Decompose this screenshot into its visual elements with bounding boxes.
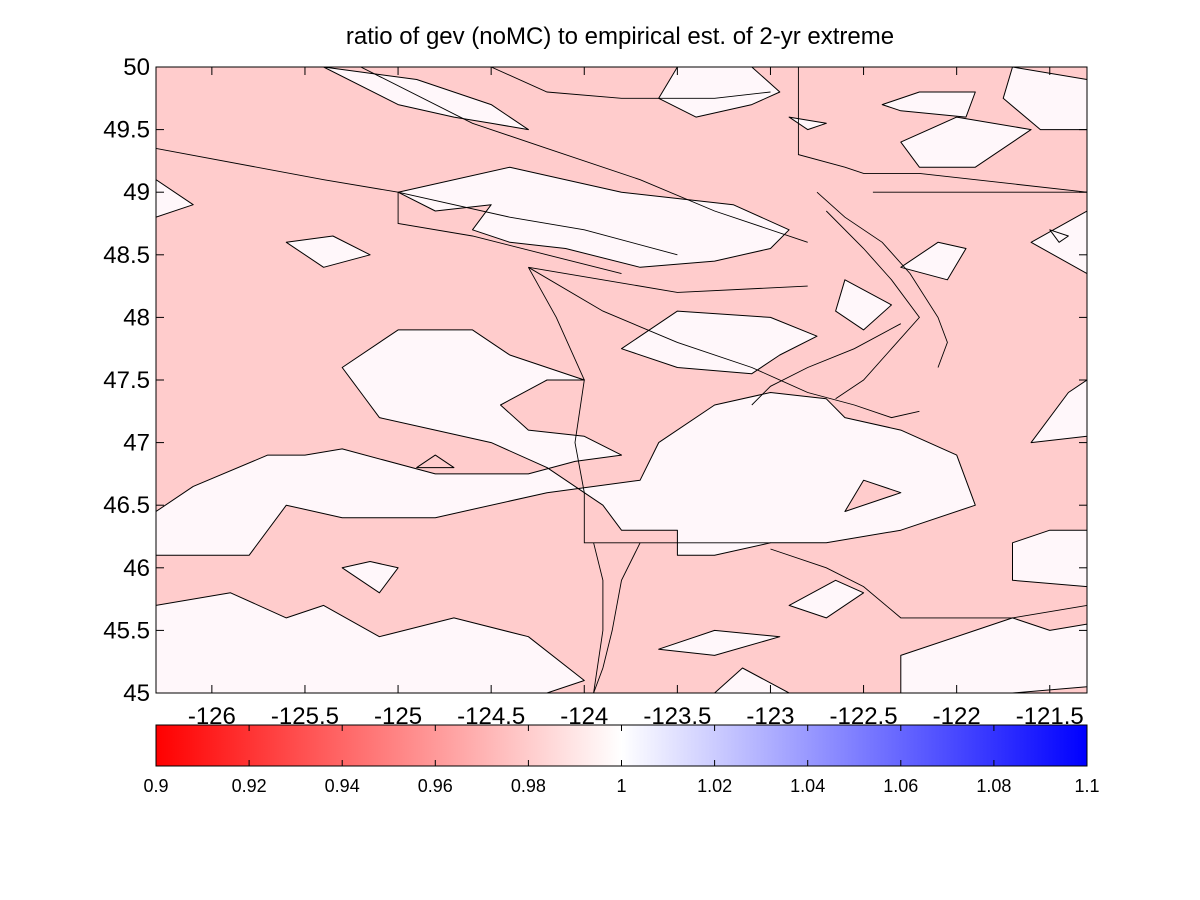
contour-region <box>416 454 455 469</box>
plot-background <box>156 67 1087 693</box>
contour-region <box>844 479 902 512</box>
boundary-line <box>156 147 678 256</box>
contour-region <box>1030 379 1087 444</box>
contour-region <box>1049 229 1069 243</box>
contour-regions <box>156 67 1087 693</box>
y-tick-label: 48.5 <box>103 242 150 269</box>
contour-region <box>397 166 790 268</box>
contour-region <box>323 67 529 131</box>
colorbar-tick-label: 0.98 <box>511 776 546 796</box>
boundary-line <box>770 548 1087 619</box>
y-axis: 45 45.5 46 46.5 47 47.5 48 48.5 49 49.5 50 <box>103 54 1087 707</box>
y-tick-label: 49.5 <box>103 117 150 144</box>
contour-region <box>788 579 865 619</box>
contour-region <box>156 592 585 693</box>
colorbar-tick-label: 0.94 <box>325 776 360 796</box>
boundary-line <box>825 210 920 400</box>
contour-region <box>835 279 892 331</box>
contour-region <box>900 617 1087 693</box>
boundary-line <box>816 191 948 368</box>
colorbar-tick-label: 1.02 <box>697 776 732 796</box>
contour-region <box>156 329 976 556</box>
colorbar-tick-label: 1.04 <box>790 776 825 796</box>
coastline-boundaries <box>156 67 1087 693</box>
contour-region <box>156 179 194 218</box>
colorbar-tick-label: 1.08 <box>976 776 1011 796</box>
boundary-line <box>593 542 604 693</box>
y-tick-label: 50 <box>123 54 150 81</box>
contour-region <box>1012 529 1087 588</box>
contour-region <box>900 116 1032 168</box>
boundary-line <box>593 542 641 693</box>
contour-region <box>881 91 976 118</box>
contour-region <box>341 561 399 594</box>
colorbar-tick-label: 1.06 <box>883 776 918 796</box>
boundary-line <box>751 323 902 406</box>
boundary-line <box>528 266 920 419</box>
y-tick-label: 45.5 <box>103 617 150 644</box>
boundary-line <box>797 67 1087 193</box>
contour-region <box>285 235 371 268</box>
chart-title: ratio of gev (noMC) to empirical est. of… <box>346 23 894 50</box>
y-tick-label: 46.5 <box>103 492 150 519</box>
y-tick-label: 49 <box>123 179 150 206</box>
colorbar-tick-label: 0.9 <box>143 776 168 796</box>
boundary-line <box>491 67 771 99</box>
y-tick-label: 47 <box>123 430 150 457</box>
contour-region <box>900 241 967 281</box>
colorbar-tick-label: 1.1 <box>1074 776 1099 796</box>
colorbar-tick-label: 0.92 <box>232 776 267 796</box>
colorbar-tick-label: 1 <box>616 776 626 796</box>
boundary-line <box>397 192 622 275</box>
boundary-line <box>528 267 771 544</box>
y-tick-label: 48 <box>123 304 150 331</box>
boundary-line <box>528 266 808 293</box>
contour-region <box>658 629 781 656</box>
y-tick-label: 47.5 <box>103 367 150 394</box>
colorbar-tick-label: 0.96 <box>418 776 453 796</box>
colorbar <box>155 724 1088 767</box>
contour-region <box>1002 67 1087 131</box>
colorbar-axis: 0.9 0.92 0.94 0.96 0.98 1 1.02 1.04 1.06 1.08 1.1 <box>143 725 1100 796</box>
boundary-line <box>360 67 808 243</box>
y-tick-label: 46 <box>123 555 150 582</box>
contour-region <box>621 310 818 375</box>
y-tick-label: 45 <box>123 680 150 707</box>
